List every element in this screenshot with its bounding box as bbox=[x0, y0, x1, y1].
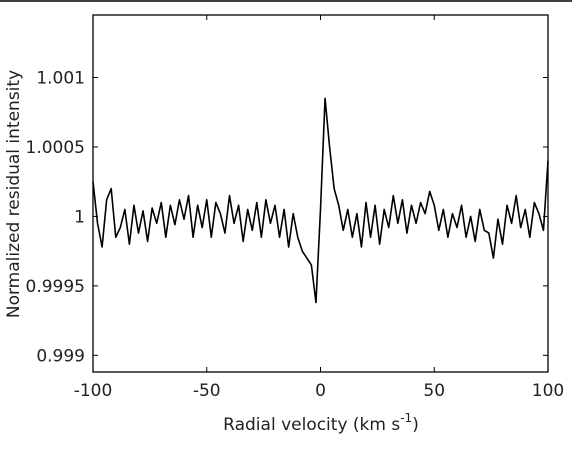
x-tick-label: -50 bbox=[193, 381, 221, 401]
x-axis-label: Radial velocity (km s-1) bbox=[223, 411, 419, 435]
x-tick-label: -100 bbox=[74, 381, 113, 401]
y-tick-label: 1.001 bbox=[36, 69, 85, 89]
y-tick-label: 1 bbox=[74, 207, 85, 227]
plot-frame bbox=[92, 14, 549, 373]
x-label-end: ) bbox=[412, 415, 419, 435]
x-tick-label: 100 bbox=[532, 381, 564, 401]
y-tick-label: 1.0005 bbox=[26, 138, 85, 158]
y-axis-label: Normalized residual intensity bbox=[4, 70, 24, 318]
x-label-main: Radial velocity (km s bbox=[223, 415, 400, 435]
data-line bbox=[92, 97, 549, 304]
x-tick-label: 0 bbox=[315, 381, 326, 401]
y-tick-label: 0.9995 bbox=[26, 277, 85, 297]
y-tick-label: 0.999 bbox=[36, 346, 85, 366]
x-tick-label: 50 bbox=[423, 381, 445, 401]
x-label-sup: -1 bbox=[400, 411, 412, 425]
